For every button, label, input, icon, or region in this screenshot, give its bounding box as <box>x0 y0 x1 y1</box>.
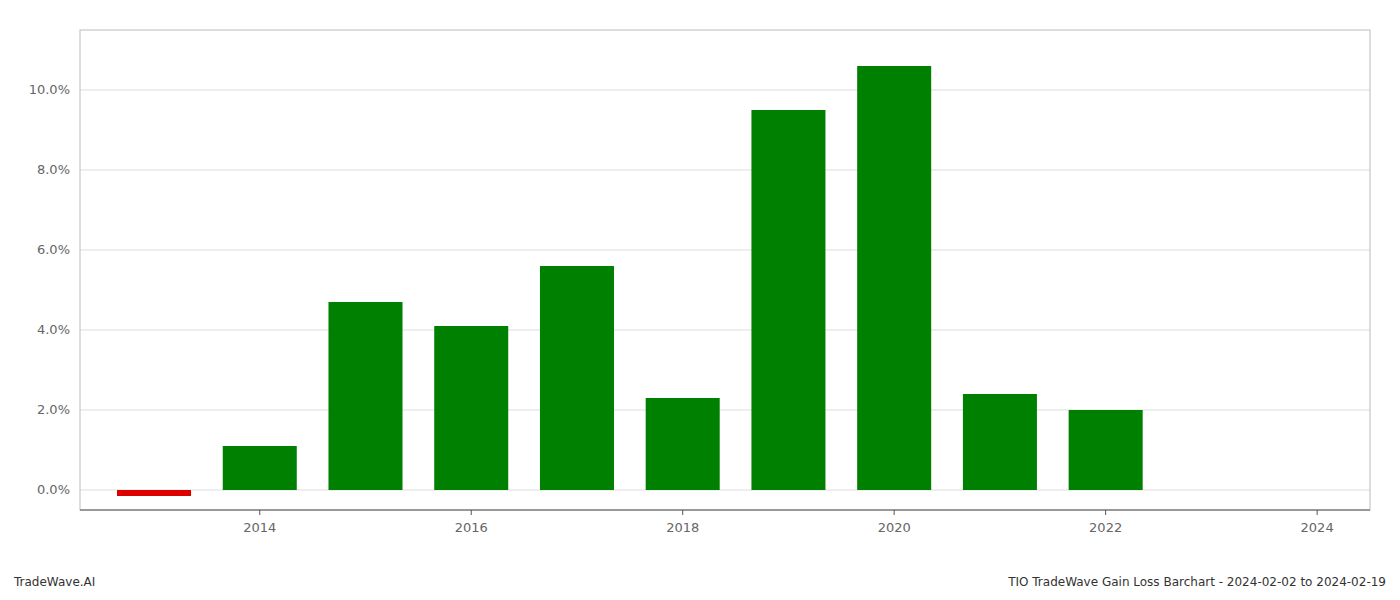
x-tick-label: 2016 <box>455 520 488 535</box>
bar <box>646 398 720 490</box>
y-tick-label: 6.0% <box>37 242 70 257</box>
bar <box>1174 490 1248 491</box>
footer-text: TIO TradeWave Gain Loss Barchart - 2024-… <box>1007 575 1386 589</box>
y-tick-label: 0.0% <box>37 482 70 497</box>
bar <box>117 490 191 496</box>
x-tick-label: 2014 <box>243 520 276 535</box>
x-axis-line <box>80 510 1370 511</box>
y-tick-label: 8.0% <box>37 162 70 177</box>
bar <box>1069 410 1143 490</box>
x-tick-label: 2020 <box>878 520 911 535</box>
x-tick-label: 2024 <box>1301 520 1334 535</box>
bar <box>328 302 402 490</box>
x-tick-label: 2022 <box>1089 520 1122 535</box>
y-tick-label: 10.0% <box>29 82 70 97</box>
bar <box>963 394 1037 490</box>
grid <box>80 90 1370 490</box>
grid-line <box>80 410 1370 411</box>
bar <box>857 66 931 490</box>
plot-frame <box>80 30 1370 510</box>
footer-text: TradeWave.AI <box>13 575 95 589</box>
x-tick <box>1317 510 1318 515</box>
bar <box>540 266 614 490</box>
x-tick <box>894 510 895 515</box>
x-tick <box>1105 510 1106 515</box>
chart: 0.0% 2.0% 4.0% 6.0% 8.0% 10.0% 2014 2016 2018 202… <box>0 0 1400 600</box>
grid-line <box>80 250 1370 251</box>
bar <box>223 446 297 490</box>
x-tick <box>682 510 683 515</box>
x-tick <box>471 510 472 515</box>
x-tick-label: 2018 <box>666 520 699 535</box>
bar <box>751 110 825 490</box>
grid-line <box>80 330 1370 331</box>
y-tick-label: 4.0% <box>37 322 70 337</box>
grid-line <box>80 170 1370 171</box>
x-tick <box>259 510 260 515</box>
y-tick-label: 2.0% <box>37 402 70 417</box>
bar <box>434 326 508 490</box>
bars <box>117 66 1143 496</box>
tick-labels: 0.0% 2.0% 4.0% 6.0% 8.0% 10.0% 2014 2016 2018 202… <box>29 82 1334 536</box>
grid-line <box>80 90 1370 91</box>
